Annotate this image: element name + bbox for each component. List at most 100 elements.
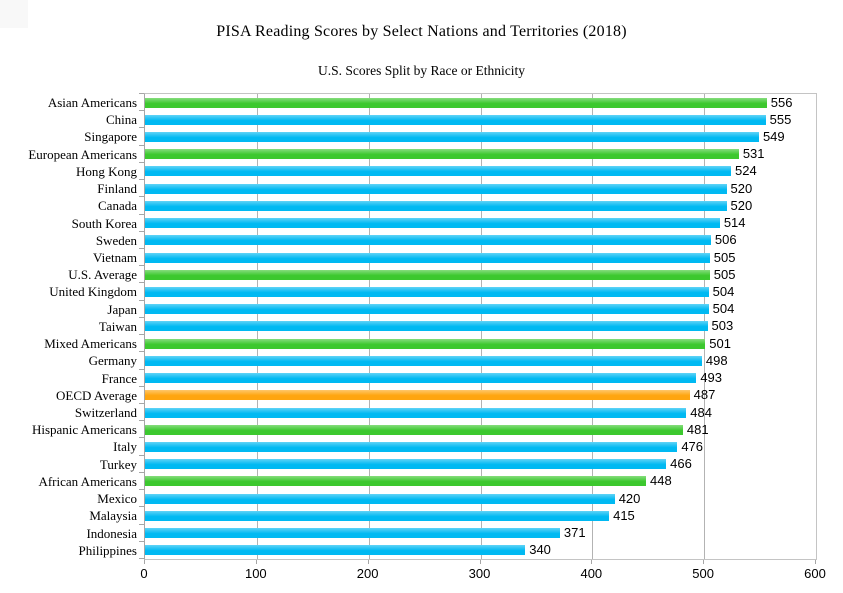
bar-value-label: 504 (712, 301, 735, 317)
x-axis-tick (144, 560, 145, 564)
bar-value-label: 466 (670, 456, 692, 472)
x-axis-label: 200 (356, 566, 379, 581)
y-axis-tick (139, 334, 144, 336)
y-axis-tick (139, 540, 144, 542)
category-label: Asian Americans (47, 95, 137, 110)
bar (145, 442, 678, 453)
bar-value-label: 504 (712, 284, 735, 300)
bar-row: 498 (145, 352, 816, 369)
bar-row: 520 (145, 180, 816, 197)
bar-row: 549 (145, 128, 816, 145)
bar-value-label: 549 (762, 129, 785, 145)
x-axis-label: 0 (140, 566, 148, 581)
bar-row: 466 (145, 456, 816, 473)
category-label: China (105, 112, 137, 128)
y-axis-tick (139, 316, 144, 318)
bar-row: 448 (145, 473, 816, 490)
bar (145, 149, 739, 160)
bar (145, 476, 646, 487)
category-label: Finland (97, 181, 137, 197)
x-axis-tick (479, 560, 481, 564)
bar-value-label: 493 (700, 370, 723, 386)
x-axis-tick (815, 560, 816, 564)
bar (145, 114, 766, 125)
plot-area: 556 555 549 531 524 520 520 514 506 505 505 504 504 5… (144, 93, 817, 560)
bar-value-label: 476 (681, 439, 704, 455)
bar (145, 493, 615, 504)
bar (145, 528, 560, 539)
bar-row: 556 (145, 94, 816, 111)
category-label: Turkey (99, 456, 137, 472)
y-axis-tick (139, 144, 144, 146)
category-label: Vietnam (93, 250, 137, 265)
bar-value-label: 371 (563, 525, 586, 541)
bar-row: 493 (145, 370, 816, 387)
x-axis-tick (703, 560, 705, 564)
bar-value-label: 524 (735, 163, 757, 179)
category-label: European Americans (28, 146, 137, 162)
bar-row: 420 (145, 490, 816, 507)
bar-value-label: 505 (713, 249, 736, 265)
y-axis-tick (139, 213, 144, 215)
bar-row: 503 (145, 318, 816, 335)
page-title: PISA Reading Scores by Select Nations an… (216, 23, 627, 40)
category-label: Philippines (78, 542, 137, 558)
bar-row: 415 (145, 507, 816, 524)
bar-value-label: 501 (709, 335, 731, 351)
bar-value-label: 520 (730, 197, 753, 213)
category-label: Singapore (84, 129, 137, 145)
bar-row: 555 (145, 111, 816, 128)
y-axis-tick (139, 351, 144, 353)
category-label: Hong Kong (75, 163, 137, 179)
category-label: Mexico (97, 491, 137, 507)
bar-row: 340 (145, 542, 816, 559)
bar-row: 524 (145, 163, 816, 180)
bar-value-label: 484 (690, 404, 712, 420)
category-label: South Korea (71, 215, 137, 231)
bar-row: 531 (145, 146, 816, 163)
y-axis-tick (139, 437, 144, 439)
y-axis-tick (139, 489, 144, 491)
x-axis-tick (367, 560, 369, 564)
y-axis-tick (139, 471, 144, 473)
y-axis-tick (139, 127, 144, 129)
bar-value-label: 505 (713, 266, 736, 282)
bar (145, 321, 708, 332)
category-label: United Kingdom (49, 284, 137, 300)
bar (145, 269, 710, 280)
x-axis-label: 100 (244, 566, 267, 581)
bar (145, 97, 767, 108)
bar-row: 476 (145, 438, 816, 455)
bar-row: 487 (145, 387, 816, 404)
bar-value-label: 448 (650, 473, 672, 489)
bar-value-label: 514 (723, 215, 746, 231)
category-label: Mixed Americans (44, 336, 137, 352)
bar-row: 520 (145, 197, 816, 214)
chart-subtitle: U.S. Scores Split by Race or Ethnicity (318, 63, 525, 78)
bar-row: 501 (145, 335, 816, 352)
bar (145, 218, 720, 229)
bar (145, 424, 683, 435)
bar (145, 373, 697, 384)
bar-value-label: 481 (686, 421, 709, 437)
y-axis-tick (139, 179, 144, 181)
bar-value-label: 340 (529, 542, 551, 558)
category-label: Germany (88, 353, 137, 369)
x-axis-label: 600 (804, 566, 826, 581)
y-axis-tick (139, 161, 144, 163)
category-label: Hispanic Americans (31, 422, 137, 438)
x-axis-label: 300 (468, 566, 491, 581)
bar-value-label: 487 (693, 387, 716, 403)
x-axis-label: 500 (692, 566, 715, 581)
bar-row: 514 (145, 215, 816, 232)
y-axis-tick (139, 454, 144, 456)
bar-value-label: 555 (769, 111, 792, 127)
y-axis-tick (139, 110, 144, 112)
category-label: Canada (98, 198, 137, 214)
y-axis-tick (139, 230, 144, 232)
y-axis-tick (139, 523, 144, 525)
bar-row: 505 (145, 249, 816, 266)
y-axis-tick (139, 385, 144, 387)
category-label: Switzerland (74, 405, 137, 420)
x-axis-tick (255, 560, 257, 564)
